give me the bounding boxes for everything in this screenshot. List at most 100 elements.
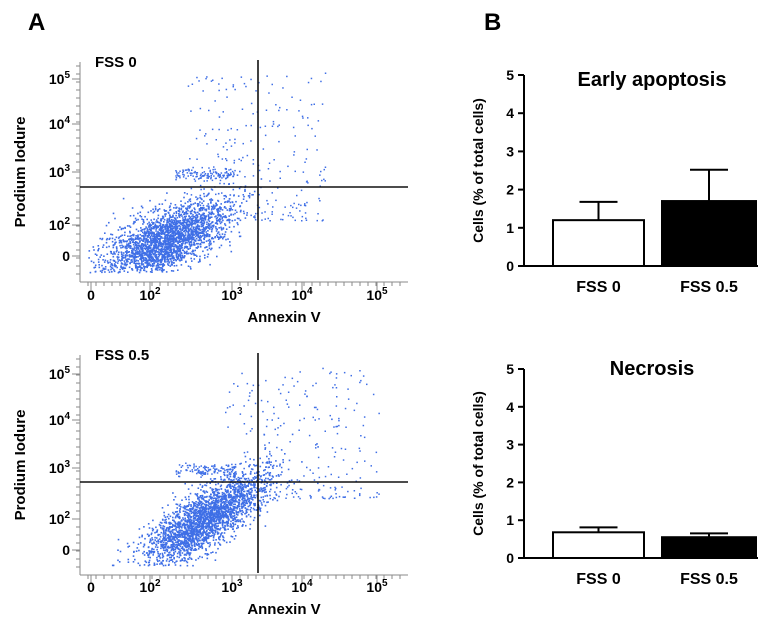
event-dot <box>165 543 167 546</box>
event-dot <box>246 480 249 482</box>
event-dot <box>127 558 130 561</box>
event-dot <box>181 239 184 242</box>
event-dot <box>147 262 150 265</box>
event-dot <box>182 256 184 259</box>
event-dot <box>164 516 167 518</box>
event-dot <box>287 165 289 168</box>
event-dot <box>201 534 203 537</box>
event-dot <box>178 527 181 529</box>
event-dot <box>177 229 180 232</box>
event-dot <box>248 497 250 500</box>
event-dot <box>179 214 181 217</box>
event-dot <box>88 250 91 252</box>
event-dot <box>110 266 113 269</box>
event-dot <box>152 554 154 556</box>
event-dot <box>194 208 196 211</box>
event-dot <box>174 544 177 546</box>
event-dot <box>135 235 137 237</box>
event-dot <box>202 212 205 215</box>
event-dot <box>159 249 162 251</box>
event-dot <box>130 245 132 248</box>
event-dot <box>155 219 158 221</box>
event-dot <box>193 241 195 244</box>
event-dot <box>244 455 247 458</box>
event-dot <box>218 488 220 491</box>
event-dot <box>228 504 231 506</box>
event-dot <box>165 245 168 248</box>
event-dot <box>94 271 97 273</box>
event-dot <box>194 220 197 222</box>
event-dot <box>193 528 196 530</box>
event-dot <box>190 527 192 530</box>
event-dot <box>233 474 235 477</box>
event-dot <box>230 168 232 171</box>
event-dot <box>197 197 199 200</box>
event-dot <box>141 244 143 247</box>
event-dot <box>122 257 125 259</box>
event-dot <box>234 520 237 523</box>
event-dot <box>201 513 204 515</box>
event-dot <box>233 162 235 164</box>
event-dot <box>188 238 191 241</box>
event-dot <box>128 238 130 241</box>
event-dot <box>271 475 274 477</box>
event-dot <box>199 531 202 534</box>
event-dot <box>149 263 151 266</box>
event-dot <box>254 215 256 217</box>
event-dot <box>164 250 167 252</box>
event-dot <box>110 233 112 236</box>
event-dot <box>139 255 142 257</box>
event-dot <box>186 241 188 244</box>
event-dot <box>195 535 197 538</box>
event-dot <box>176 240 179 243</box>
event-dot <box>127 251 130 253</box>
event-dot <box>180 242 183 245</box>
event-dot <box>175 227 177 229</box>
event-dot <box>147 554 150 556</box>
event-dot <box>184 234 187 236</box>
event-dot <box>219 179 222 182</box>
event-dot <box>102 246 104 248</box>
event-dot <box>155 247 158 250</box>
event-dot <box>122 257 124 259</box>
event-dot <box>140 257 142 260</box>
event-dot <box>142 263 145 265</box>
event-dot <box>252 499 254 501</box>
event-dot <box>117 271 120 274</box>
event-dot <box>195 234 198 236</box>
event-dot <box>232 182 235 185</box>
y-tick-label: 104 <box>49 115 71 132</box>
event-dot <box>160 242 163 245</box>
event-dot <box>172 239 175 242</box>
event-dot <box>176 256 178 259</box>
event-dot <box>148 561 150 564</box>
event-dot <box>317 446 319 448</box>
event-dot <box>154 225 156 227</box>
event-dot <box>178 540 180 542</box>
event-dot <box>170 535 173 537</box>
event-dot <box>276 482 278 484</box>
event-dot <box>196 76 198 79</box>
event-dot <box>255 212 257 215</box>
event-dot <box>218 538 220 540</box>
event-dot <box>150 228 153 230</box>
event-dot <box>139 564 141 567</box>
event-dot <box>211 502 214 504</box>
event-dot <box>159 267 162 269</box>
event-dot <box>199 204 202 207</box>
event-dot <box>153 232 155 235</box>
event-dot <box>158 208 161 210</box>
event-dot <box>193 542 196 545</box>
event-dot <box>142 238 145 240</box>
event-dot <box>222 539 225 541</box>
event-dot <box>222 507 225 509</box>
event-dot <box>171 220 174 223</box>
event-dot <box>216 234 218 237</box>
event-dot <box>159 258 162 261</box>
event-dot <box>182 217 184 219</box>
event-dot <box>170 202 172 205</box>
event-dot <box>195 513 197 515</box>
event-dot <box>216 232 219 235</box>
event-dot <box>199 246 202 248</box>
event-dot <box>222 498 224 500</box>
